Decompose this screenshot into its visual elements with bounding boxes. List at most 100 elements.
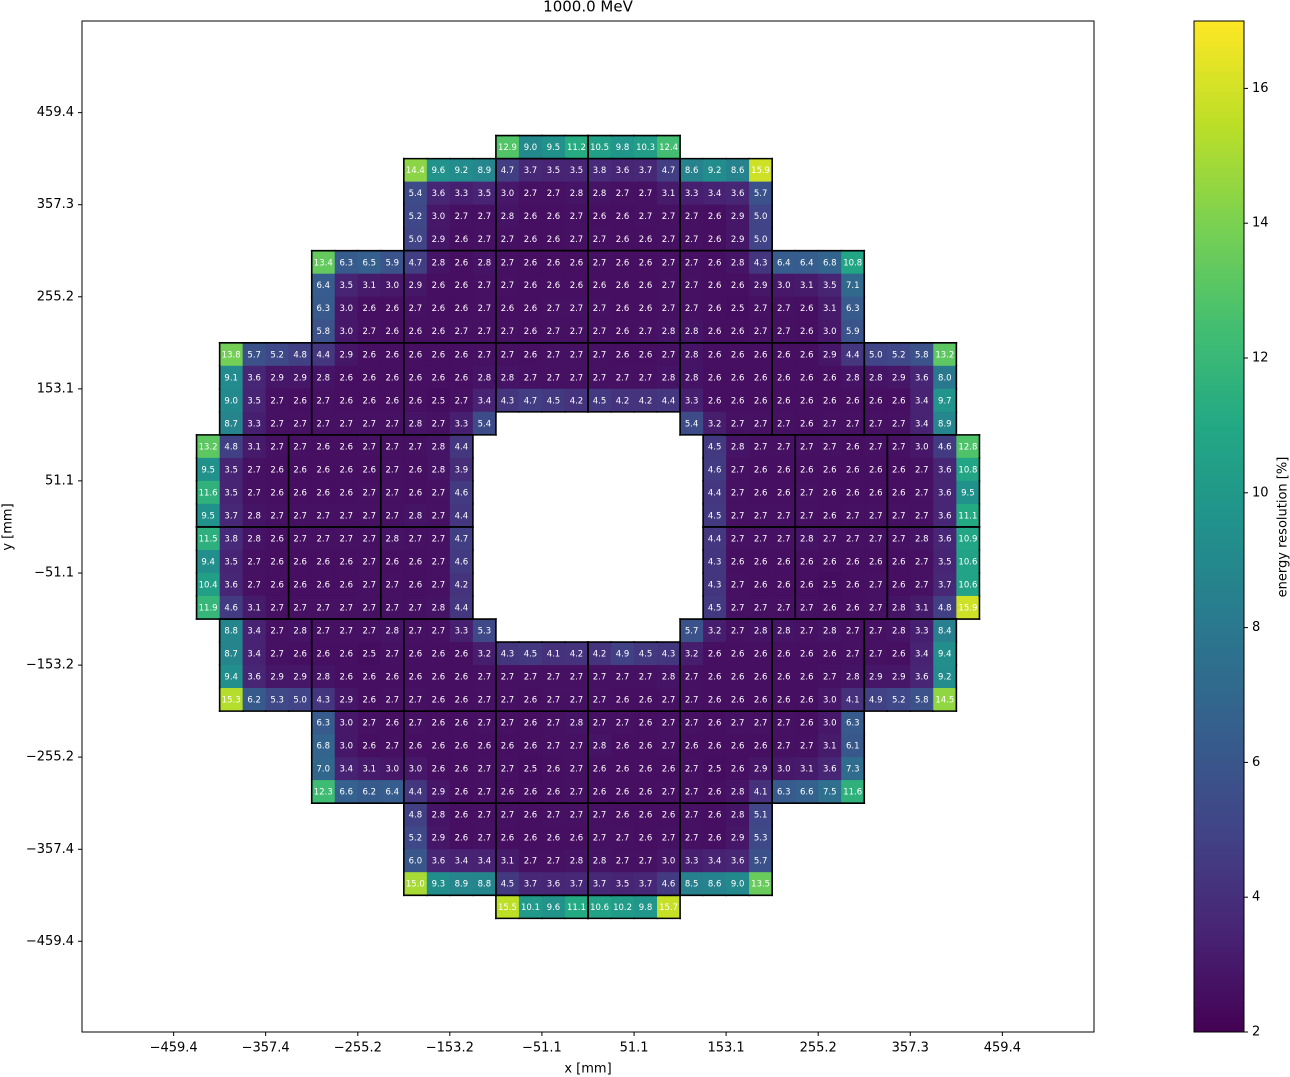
cell-label: 2.8 (247, 534, 261, 544)
cell-label: 12.9 (498, 143, 517, 153)
cell-label: 2.7 (639, 373, 653, 383)
cell-label: 2.7 (800, 603, 814, 613)
cell-label: 2.6 (846, 603, 860, 613)
colorbar-segment (1194, 152, 1244, 158)
chart-title: 1000.0 MeV (543, 0, 633, 16)
cell-label: 3.7 (639, 880, 653, 890)
cell-label: 7.3 (846, 765, 860, 775)
cell-label: 2.7 (846, 627, 860, 637)
cell-label: 2.7 (754, 327, 768, 337)
cell-label: 2.7 (593, 258, 607, 268)
heatmap-cell (726, 619, 750, 643)
cell-label: 2.9 (409, 281, 423, 291)
colorbar-segment (1194, 870, 1244, 876)
colorbar-segment (1194, 1001, 1244, 1008)
heatmap-cell (219, 342, 244, 367)
cell-label: 5.4 (409, 189, 423, 199)
heatmap-cell (403, 503, 428, 528)
cell-label: 12.4 (659, 143, 678, 153)
heatmap-cell (495, 181, 520, 206)
heatmap-cell (749, 480, 773, 505)
colorbar-segment (1194, 647, 1244, 654)
cell-label: 2.6 (892, 557, 906, 567)
heatmap-cell (795, 757, 819, 781)
cell-label: 10.8 (843, 258, 862, 268)
heatmap-cell (841, 595, 865, 620)
heatmap-cell (541, 757, 566, 781)
cell-label: 2.5 (731, 304, 745, 314)
heatmap-cell (403, 526, 428, 551)
cell-label: 3.5 (247, 396, 261, 406)
colorbar-segment (1194, 96, 1244, 103)
colorbar-segment (1194, 597, 1244, 603)
cell-label: 2.7 (777, 419, 791, 429)
cell-label: 2.6 (524, 811, 538, 821)
colorbar-segment (1194, 577, 1244, 583)
heatmap-cell (772, 273, 796, 298)
cell-label: 6.3 (317, 719, 331, 729)
heatmap-cell (749, 757, 773, 781)
heatmap-cell (726, 273, 750, 298)
cell-label: 3.7 (593, 880, 607, 890)
heatmap-cell (657, 757, 681, 781)
cell-label: 2.6 (409, 488, 423, 498)
colorbar-segment (1194, 481, 1244, 487)
colorbar-segment (1194, 81, 1244, 88)
cell-label: 2.6 (731, 673, 745, 683)
cell-label: 2.7 (846, 650, 860, 660)
heatmap-cell (196, 572, 220, 597)
heatmap-cell (357, 434, 382, 459)
cell-label: 2.6 (270, 557, 284, 567)
heatmap-cell (334, 595, 359, 620)
heatmap-cell (772, 434, 796, 459)
cell-label: 2.7 (270, 627, 284, 637)
x-tick-label: 153.1 (707, 1041, 744, 1056)
heatmap-cell (703, 711, 727, 735)
heatmap-cell (311, 365, 336, 390)
cell-label: 2.7 (478, 212, 492, 222)
cell-label: 2.7 (616, 857, 630, 867)
heatmap-cell (818, 388, 842, 413)
y-tick-label: −459.4 (26, 934, 74, 949)
colorbar-segment (1194, 668, 1244, 674)
cell-label: 2.6 (662, 811, 676, 821)
heatmap-cell (703, 642, 727, 666)
heatmap-cell (518, 227, 543, 252)
cell-label: 2.8 (570, 857, 584, 867)
cell-label: 13.2 (935, 350, 954, 360)
colorbar-segment (1194, 31, 1244, 37)
cell-label: 2.7 (731, 488, 745, 498)
cell-label: 7.1 (846, 281, 860, 291)
cell-label: 2.6 (708, 811, 722, 821)
heatmap-cell (749, 296, 773, 321)
heatmap-cell (219, 549, 244, 574)
heatmap-cell (426, 803, 451, 827)
cell-label: 4.4 (708, 488, 722, 498)
cell-label: 2.6 (524, 304, 538, 314)
cell-label: 2.6 (547, 834, 561, 844)
colorbar-segment (1194, 511, 1244, 517)
heatmap-cell (380, 665, 405, 689)
cell-label: 2.6 (754, 557, 768, 567)
cell-label: 2.8 (317, 373, 331, 383)
colorbar-segment (1194, 278, 1244, 285)
heatmap-cell (403, 388, 428, 413)
heatmap-cell (449, 734, 474, 758)
heatmap-cell (541, 158, 566, 183)
heatmap-cell (219, 457, 244, 482)
heatmap-cell (841, 388, 865, 413)
cell-label: 2.6 (823, 603, 837, 613)
heatmap-cell (726, 572, 750, 597)
colorbar-segment (1194, 309, 1244, 315)
cell-label: 2.6 (892, 580, 906, 590)
colorbar-segment (1194, 314, 1244, 320)
cell-label: 6.1 (846, 742, 860, 752)
heatmap-cell (380, 595, 405, 620)
cell-label: 8.6 (685, 166, 699, 176)
cell-label: 3.7 (938, 580, 952, 590)
colorbar-segment (1194, 561, 1244, 568)
colorbar-segment (1194, 819, 1244, 826)
colorbar-segment (1194, 177, 1244, 184)
heatmap-cell (887, 619, 911, 643)
heatmap-cell (864, 642, 888, 666)
